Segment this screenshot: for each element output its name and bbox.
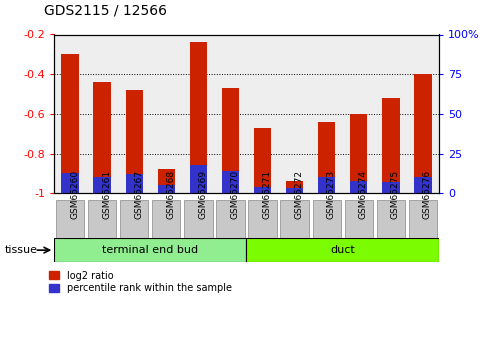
Bar (126, 90, 143, 193)
Bar (190, 42, 207, 193)
FancyBboxPatch shape (313, 200, 341, 238)
FancyBboxPatch shape (88, 200, 116, 238)
FancyBboxPatch shape (56, 200, 84, 238)
Text: GSM65260: GSM65260 (70, 170, 79, 219)
Bar (158, 169, 175, 193)
Bar (350, 114, 367, 193)
Text: terminal end bud: terminal end bud (103, 245, 198, 255)
Bar (382, 98, 399, 193)
Text: GSM65271: GSM65271 (262, 170, 272, 219)
Text: GSM65270: GSM65270 (230, 170, 240, 219)
Bar (222, 171, 239, 193)
Text: GSM65274: GSM65274 (358, 170, 368, 219)
Bar (318, 122, 335, 193)
Legend: log2 ratio, percentile rank within the sample: log2 ratio, percentile rank within the s… (49, 270, 232, 294)
Text: GDS2115 / 12566: GDS2115 / 12566 (44, 3, 167, 17)
Bar (62, 54, 79, 193)
Bar (286, 188, 303, 193)
Text: tissue: tissue (5, 245, 38, 255)
FancyBboxPatch shape (216, 200, 245, 238)
Text: GSM65276: GSM65276 (423, 170, 432, 219)
Bar (190, 165, 207, 193)
Bar (126, 174, 143, 193)
Text: duct: duct (330, 245, 355, 255)
FancyBboxPatch shape (248, 200, 277, 238)
Text: GSM65275: GSM65275 (390, 170, 400, 219)
Bar (414, 177, 431, 193)
Bar (158, 185, 175, 193)
Bar (318, 177, 335, 193)
FancyBboxPatch shape (246, 238, 439, 262)
FancyBboxPatch shape (281, 200, 309, 238)
Text: GSM65267: GSM65267 (134, 170, 143, 219)
Bar (350, 180, 367, 193)
Bar (414, 74, 431, 193)
Bar (254, 187, 271, 193)
Text: GSM65273: GSM65273 (326, 170, 336, 219)
FancyBboxPatch shape (120, 200, 148, 238)
Bar (222, 88, 239, 193)
Bar (286, 181, 303, 193)
FancyBboxPatch shape (54, 238, 246, 262)
Bar (62, 172, 79, 193)
FancyBboxPatch shape (184, 200, 212, 238)
Text: GSM65272: GSM65272 (295, 170, 304, 219)
Text: GSM65268: GSM65268 (166, 170, 176, 219)
FancyBboxPatch shape (409, 200, 437, 238)
Bar (254, 128, 271, 193)
Bar (94, 177, 111, 193)
Text: GSM65261: GSM65261 (102, 170, 111, 219)
Bar (94, 82, 111, 193)
Bar (382, 182, 399, 193)
FancyBboxPatch shape (345, 200, 373, 238)
FancyBboxPatch shape (152, 200, 180, 238)
Text: GSM65269: GSM65269 (198, 170, 208, 219)
FancyBboxPatch shape (377, 200, 405, 238)
